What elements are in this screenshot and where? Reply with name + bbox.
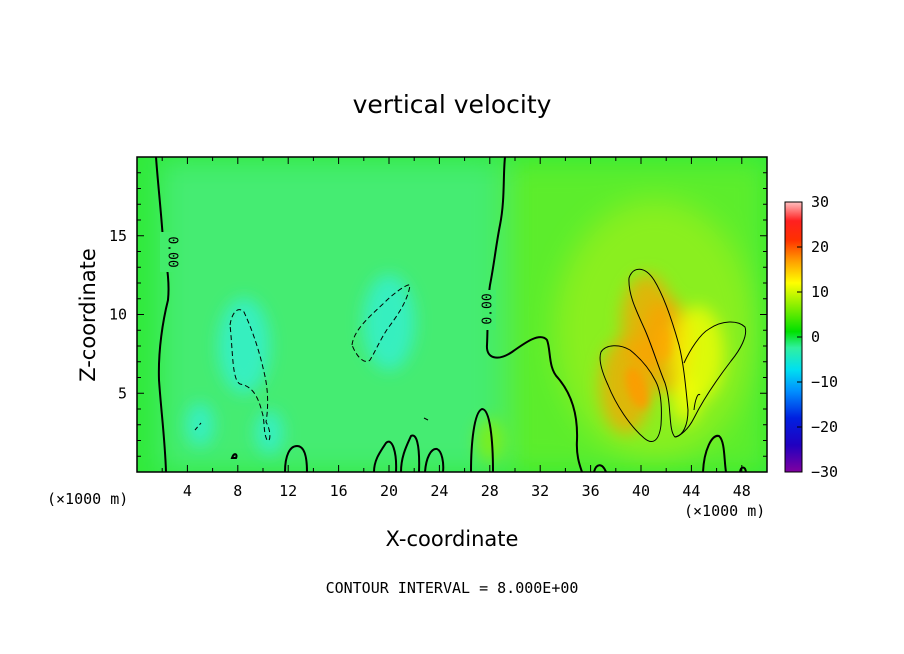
zero-contour-label-mid: 0.00 <box>481 293 496 324</box>
pos-contour-2 <box>628 268 689 438</box>
zero-contour-bump-7 <box>702 434 727 472</box>
neg-contour-2 <box>351 284 411 362</box>
field-feature <box>475 418 504 463</box>
zero-contour-bump-1 <box>284 444 308 472</box>
zero-contour-bump-6 <box>593 464 607 472</box>
pos-contour-5 <box>693 393 701 411</box>
x-unit-label-left: (×1000 m) <box>47 490 128 508</box>
x-unit-label-right: (×1000 m) <box>684 502 765 520</box>
colorbar-tick-label: 30 <box>811 193 829 211</box>
zero-contour-dot <box>230 453 238 459</box>
core-updraft-1 <box>625 366 649 410</box>
zero-contour-mid <box>485 157 583 472</box>
colorbar-tick-label: −30 <box>811 463 838 481</box>
field-left-zone <box>160 160 500 472</box>
zero-contour-bump-2 <box>373 440 398 472</box>
x-axis-label: X-coordinate <box>386 527 519 551</box>
colorbar-tick-label: −20 <box>811 418 838 436</box>
y-ticks: 5 10 15 <box>109 172 767 457</box>
neg-contour-1 <box>229 309 271 442</box>
field-feature <box>671 379 700 424</box>
y-tick-label: 5 <box>118 384 127 402</box>
zero-contour-left <box>155 157 170 472</box>
x-tick-label: 8 <box>233 482 242 500</box>
contour-lines <box>155 157 747 472</box>
colorbar-tick-label: 0 <box>811 328 820 346</box>
pos-contour-4 <box>683 328 710 364</box>
y-axis-label: Z-coordinate <box>76 248 100 382</box>
x-ticks: 4 8 12 16 20 24 28 32 36 40 44 48 <box>161 157 751 500</box>
x-tick-label: 40 <box>632 482 650 500</box>
field-feature <box>363 274 415 371</box>
field-feature <box>255 410 284 455</box>
zero-contour-label-left: 0.00 <box>165 236 180 267</box>
colorbar-tick-label: −10 <box>811 373 838 391</box>
pos-contour-6 <box>423 417 429 421</box>
x-tick-label: 48 <box>733 482 751 500</box>
x-tick-label: 44 <box>682 482 700 500</box>
contour-interval-text: CONTOUR INTERVAL = 8.000E+00 <box>326 579 579 597</box>
pos-contour-1 <box>599 345 662 442</box>
plot-area: 0.00 0.00 <box>137 157 767 472</box>
zero-contour-bump-4 <box>424 447 445 472</box>
zero-label-bg-mid <box>482 290 496 330</box>
neg-contour-3 <box>194 422 202 431</box>
x-tick-label: 28 <box>481 482 499 500</box>
colorbar-tick-label: 10 <box>811 283 829 301</box>
x-tick-label: 4 <box>183 482 192 500</box>
feature-layer <box>186 274 724 463</box>
pos-contour-3 <box>674 321 747 438</box>
core-updraft-2 <box>657 329 671 361</box>
x-tick-label: 32 <box>531 482 549 500</box>
y-tick-label: 10 <box>109 306 127 324</box>
zero-contour-bump-5 <box>470 407 494 472</box>
x-tick-label: 36 <box>582 482 600 500</box>
field-feature <box>218 298 271 394</box>
x-tick-label: 16 <box>330 482 348 500</box>
x-tick-label: 12 <box>279 482 297 500</box>
colorbar-ticks: 30 20 10 0 −10 −20 −30 <box>797 193 838 481</box>
zero-label-bg-left <box>160 232 174 272</box>
y-tick-label: 15 <box>109 227 127 245</box>
colorbar-tick-label: 20 <box>811 238 829 256</box>
x-tick-label: 24 <box>430 482 448 500</box>
x-tick-label: 20 <box>380 482 398 500</box>
chart-title: vertical velocity <box>353 90 552 119</box>
zero-contour-bump-3 <box>400 434 421 472</box>
zero-contour-bump-8 <box>739 466 747 472</box>
